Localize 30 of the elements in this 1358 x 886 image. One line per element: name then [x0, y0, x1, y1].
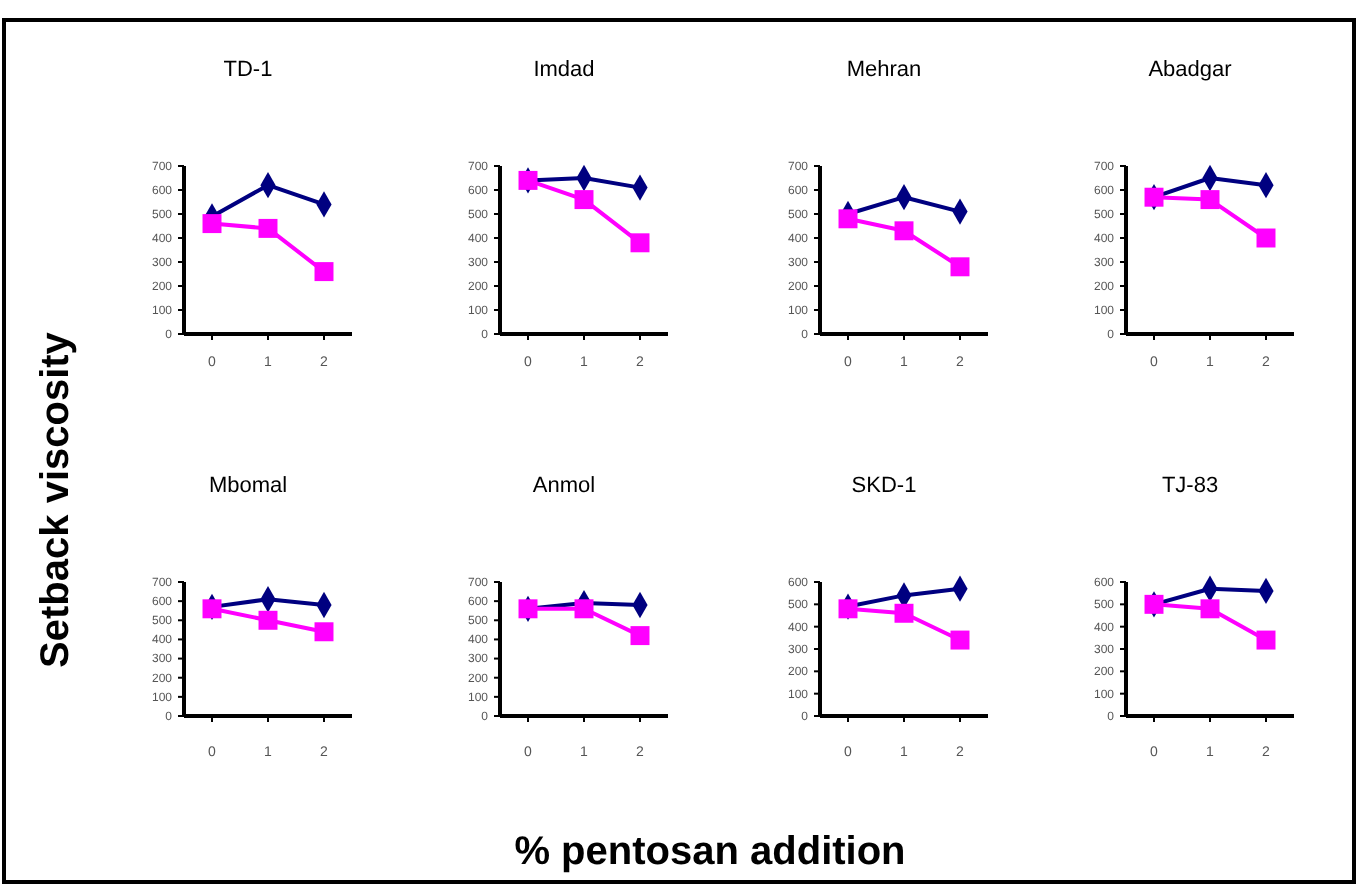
point — [574, 599, 594, 619]
chart-title: Anmol — [532, 474, 596, 498]
chart-title: TD-1 — [223, 58, 273, 82]
point — [630, 233, 650, 253]
chart-title: TJ-83 — [1161, 474, 1219, 498]
point — [838, 599, 858, 619]
point — [258, 610, 278, 630]
point — [1256, 228, 1276, 248]
point — [1256, 630, 1276, 650]
x-axis-title: % pentosan addition — [514, 830, 906, 874]
point — [630, 626, 650, 646]
point — [314, 622, 334, 642]
point — [202, 599, 222, 619]
point — [314, 262, 334, 282]
chart-title: Mbomal — [208, 474, 288, 498]
point — [202, 214, 222, 234]
point — [950, 630, 970, 650]
chart-title: Imdad — [533, 58, 595, 82]
chart-title: Abadgar — [1148, 58, 1233, 82]
chart-title: SKD-1 — [851, 474, 917, 498]
point — [894, 603, 914, 623]
y-axis-title: Setback viscosity — [34, 330, 78, 668]
point — [258, 218, 278, 238]
point — [1200, 190, 1220, 210]
point — [574, 190, 594, 210]
point — [950, 257, 970, 277]
point — [838, 209, 858, 229]
point — [894, 221, 914, 241]
chart-title: Mehran — [846, 58, 922, 82]
point — [1200, 599, 1220, 619]
